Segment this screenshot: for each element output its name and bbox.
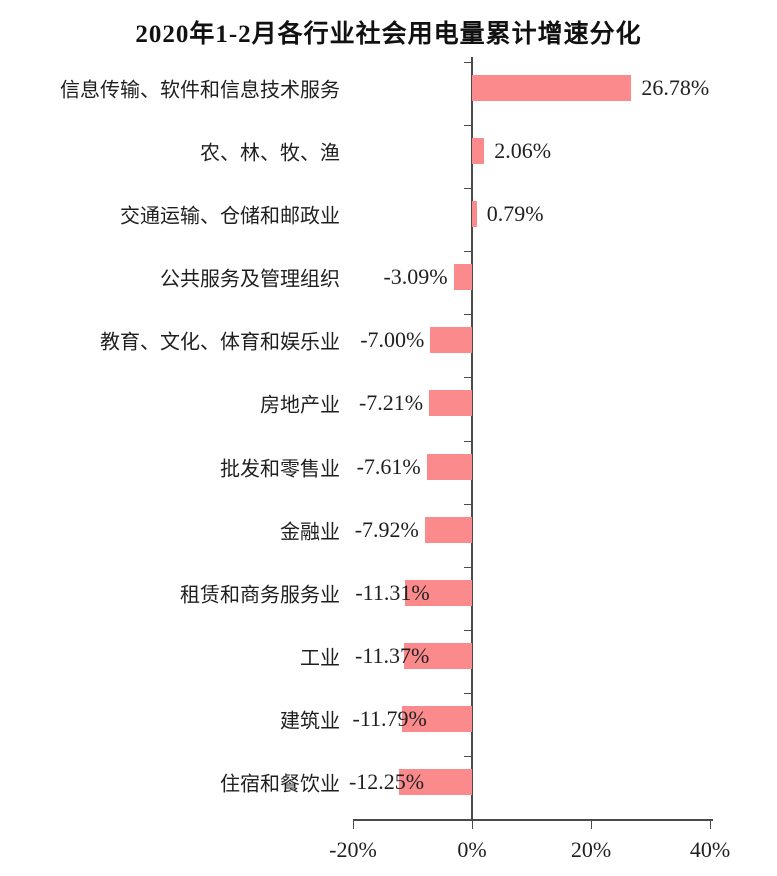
y-axis-tick [464, 630, 471, 631]
bar [404, 642, 472, 669]
y-axis-tick [464, 62, 471, 63]
y-axis-tick [464, 314, 471, 315]
x-axis-line [353, 819, 713, 821]
value-label: -7.92% [354, 516, 419, 542]
x-axis-tick [472, 821, 473, 829]
y-axis-tick [464, 693, 471, 694]
bar [430, 327, 472, 354]
x-axis-tick-label: -20% [329, 837, 377, 862]
category-label: 房地产业 [260, 394, 340, 417]
y-axis-tick [464, 441, 471, 442]
bar [404, 579, 472, 606]
bar [424, 516, 472, 543]
category-label: 工业 [300, 647, 340, 670]
bar [426, 453, 472, 480]
value-label: -11.31% [355, 579, 430, 605]
value-label: 2.06% [494, 138, 552, 164]
bar [472, 75, 632, 101]
bar [472, 138, 485, 165]
value-label: -12.25% [348, 768, 425, 794]
bar [453, 264, 472, 291]
bar [401, 705, 472, 732]
value-label: -7.21% [358, 390, 424, 416]
y-axis-tick [464, 251, 471, 252]
y-axis-tick [464, 756, 471, 757]
category-label: 租赁和商务服务业 [180, 584, 340, 607]
value-label: -3.09% [383, 264, 448, 290]
y-axis-line [471, 57, 473, 819]
bar [472, 201, 477, 228]
bar [399, 768, 472, 795]
value-label: 0.79% [486, 201, 544, 227]
x-axis-tick [710, 821, 711, 829]
bar [429, 390, 472, 417]
y-axis-tick [464, 125, 471, 126]
value-label: -7.61% [356, 453, 421, 479]
value-label: 26.78% [641, 75, 710, 100]
category-label: 交通运输、仓储和邮政业 [120, 205, 340, 228]
value-label: -11.37% [355, 642, 430, 668]
x-axis-tick [353, 821, 354, 829]
y-axis-tick [464, 567, 471, 568]
value-label: -7.00% [360, 327, 425, 353]
category-label: 批发和零售业 [220, 458, 340, 480]
y-axis-tick [464, 504, 471, 505]
x-axis-tick [591, 821, 592, 829]
category-label: 公共服务及管理组织 [160, 268, 340, 291]
category-label: 住宿和餐饮业 [220, 773, 340, 796]
chart-title: 2020年1-2月各行业社会用电量累计增速分化 [135, 21, 642, 48]
x-axis-tick-label: 0% [457, 837, 487, 862]
x-axis-tick-label: 20% [570, 837, 612, 862]
value-label: -11.79% [352, 705, 427, 731]
y-axis-tick [464, 188, 471, 189]
category-label: 信息传输、软件和信息技术服务 [60, 79, 340, 102]
category-label: 建筑业 [280, 710, 340, 733]
y-axis-tick [464, 377, 471, 378]
category-label: 金融业 [280, 521, 340, 544]
category-label: 农、林、牧、渔 [200, 142, 340, 165]
category-label: 教育、文化、体育和娱乐业 [100, 331, 340, 354]
x-axis-tick-label: 40% [689, 837, 731, 862]
